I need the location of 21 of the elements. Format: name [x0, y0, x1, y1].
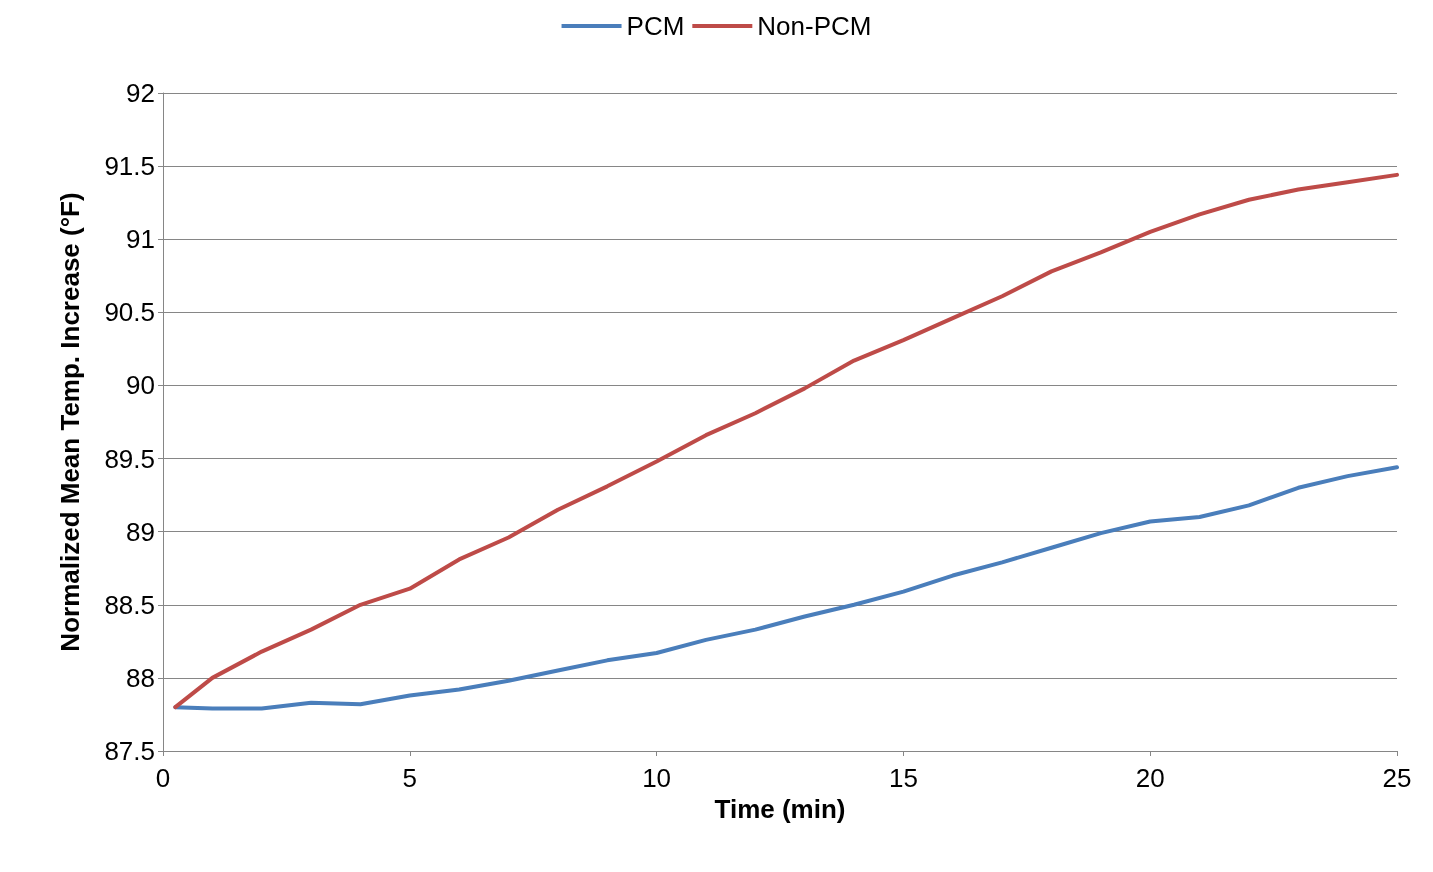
- y-tick-label: 89: [126, 516, 155, 547]
- y-tick-label: 91.5: [104, 151, 155, 182]
- y-tick-label: 89.5: [104, 443, 155, 474]
- y-tick-label: 88: [126, 662, 155, 693]
- x-tick-label: 10: [642, 763, 672, 793]
- y-tick-label: 92: [126, 78, 155, 108]
- x-tick-label: 25: [1382, 763, 1412, 793]
- y-axis-title: Normalized Mean Temp. Increase (°F): [55, 192, 85, 652]
- legend-label: PCM: [626, 11, 685, 41]
- y-tick-label: 88.5: [104, 589, 155, 620]
- legend-label: Non-PCM: [757, 11, 872, 41]
- x-tick-label: 0: [155, 763, 171, 793]
- line-series: [173, 172, 1399, 710]
- x-tick-label: 15: [888, 763, 918, 793]
- x-axis-title: Time (min): [714, 793, 846, 824]
- y-tick-label: 90.5: [104, 297, 155, 328]
- y-tick-label: 90: [126, 370, 155, 401]
- x-tick-label: 5: [402, 763, 418, 793]
- x-tick-label: 20: [1135, 763, 1165, 793]
- y-tick-label: 87.5: [104, 736, 155, 766]
- y-tick-label: 91: [126, 224, 155, 255]
